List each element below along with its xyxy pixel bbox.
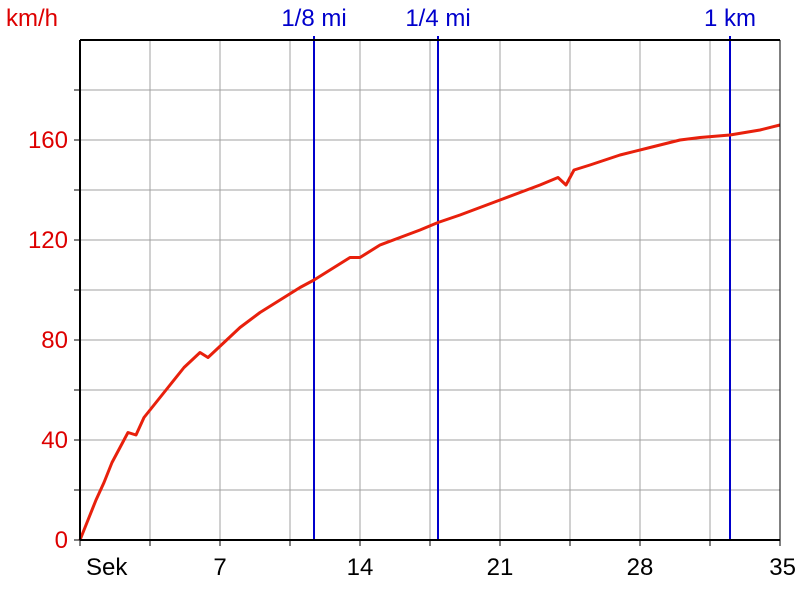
distance-markers: 1/8 mi 1/4 mi 1 km xyxy=(281,5,756,540)
y-tick-label: 80 xyxy=(41,327,68,354)
axes xyxy=(74,39,781,546)
series-line xyxy=(78,123,781,541)
x-tick-label: 35 xyxy=(769,554,796,581)
x-tick-label: 14 xyxy=(347,554,374,581)
tick-labels: 0 40 80 120 160 7 14 21 28 35 xyxy=(28,127,796,581)
distance-marker-label: 1/8 mi xyxy=(281,5,346,32)
x-tick-label: 21 xyxy=(487,554,514,581)
y-tick-label: 160 xyxy=(28,127,68,154)
grid xyxy=(80,40,780,540)
x-axis-label: Sek xyxy=(86,554,128,581)
y-tick-label: 0 xyxy=(55,527,68,554)
y-tick-label: 120 xyxy=(28,227,68,254)
y-tick-label: 40 xyxy=(41,427,68,454)
distance-marker-label: 1/4 mi xyxy=(405,5,470,32)
x-tick-label: 7 xyxy=(213,554,226,581)
series-layer xyxy=(78,123,781,541)
x-tick-label: 28 xyxy=(627,554,654,581)
y-axis-label: km/h xyxy=(6,5,58,32)
distance-marker-label: 1 km xyxy=(704,5,756,32)
